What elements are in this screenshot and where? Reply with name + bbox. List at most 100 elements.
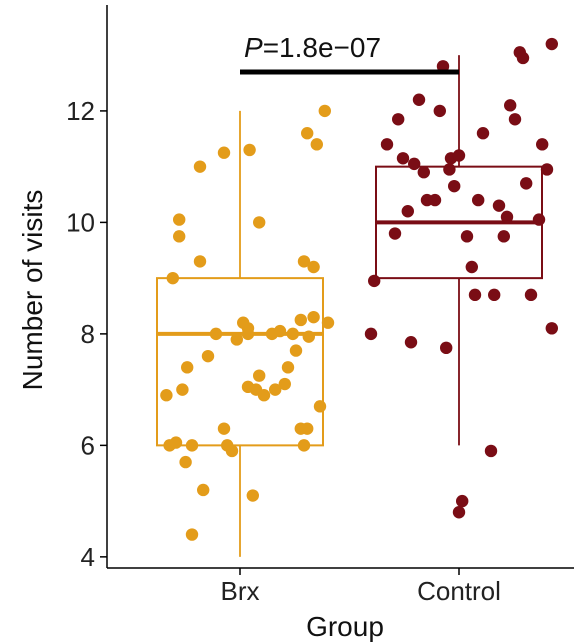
data-point: [476, 127, 490, 140]
data-point: [516, 51, 530, 65]
data-point: [176, 383, 189, 396]
data-point: [452, 149, 466, 162]
data-point: [209, 327, 223, 341]
data-point: [294, 313, 307, 327]
data-point: [173, 213, 186, 226]
y-axis-title: Number of visits: [17, 190, 48, 391]
data-point: [508, 113, 522, 126]
data-point: [396, 152, 410, 165]
data-point: [540, 163, 554, 176]
data-point: [286, 327, 299, 341]
data-point: [193, 255, 207, 268]
data-point: [433, 104, 446, 118]
data-point: [500, 210, 514, 224]
data-point: [504, 99, 517, 112]
data-point: [313, 400, 327, 413]
data-point: [460, 230, 474, 243]
data-point: [468, 288, 482, 302]
data-point: [536, 138, 549, 151]
data-point: [301, 422, 314, 435]
y-tick-label: 12: [66, 96, 95, 126]
data-point: [241, 322, 255, 335]
y-tick-label: 6: [81, 430, 95, 460]
data-point: [302, 330, 315, 343]
plot-area: [106, 5, 574, 569]
data-point: [532, 213, 546, 226]
data-point: [428, 193, 442, 207]
data-point: [246, 489, 259, 502]
data-point: [273, 324, 287, 338]
data-point: [545, 322, 558, 335]
data-point: [408, 157, 421, 171]
data-point: [488, 288, 501, 302]
data-point: [484, 444, 498, 458]
data-point: [253, 369, 266, 382]
data-point: [301, 127, 314, 140]
significance-annotation: P=1.8e−07: [240, 32, 459, 75]
x-axis-title: Group: [306, 611, 384, 642]
data-point: [193, 160, 207, 173]
data-point: [197, 483, 210, 497]
data-point: [524, 288, 538, 302]
data-point: [179, 455, 192, 469]
data-point: [160, 388, 173, 402]
data-point: [321, 316, 335, 329]
data-point: [243, 143, 256, 157]
data-point: [456, 494, 469, 508]
data-point: [520, 177, 533, 190]
data-point: [253, 216, 266, 229]
data-point: [257, 388, 271, 402]
y-tick-label: 8: [81, 319, 95, 349]
data-point: [412, 93, 426, 106]
data-point: [388, 227, 402, 240]
data-point: [404, 336, 418, 349]
data-point: [401, 205, 414, 218]
data-point: [452, 506, 466, 519]
data-point: [307, 310, 320, 324]
x-tick-label: Control: [417, 576, 501, 606]
data-point: [166, 271, 179, 285]
data-point: [269, 383, 282, 396]
data-point: [201, 349, 215, 363]
data-point: [181, 361, 194, 374]
data-point: [278, 377, 291, 391]
data-point: [417, 166, 430, 179]
data-point: [392, 113, 405, 126]
data-point: [281, 361, 295, 374]
data-point: [185, 439, 199, 452]
y-tick-label: 10: [66, 207, 95, 237]
data-point: [436, 60, 450, 73]
data-point: [230, 333, 243, 346]
y-tick-label: 4: [81, 542, 95, 572]
data-point: [497, 230, 510, 243]
x-tick-label: Brx: [221, 576, 260, 606]
data-point: [307, 260, 320, 274]
x-axis-ticks: Brx Control: [221, 568, 501, 606]
box-group-brx: [156, 104, 335, 557]
data-point: [443, 163, 456, 176]
p-value-text: =1.8e−07: [263, 32, 381, 63]
data-point: [310, 138, 323, 151]
data-point: [545, 37, 558, 51]
p-symbol: P: [244, 32, 263, 63]
data-point: [364, 327, 378, 341]
data-point: [217, 146, 231, 159]
data-point: [185, 528, 199, 541]
data-point: [318, 104, 331, 118]
data-point: [368, 274, 381, 288]
data-point: [465, 260, 478, 274]
data-point: [169, 436, 183, 449]
iqr-box: [156, 277, 324, 447]
data-point: [297, 439, 311, 452]
data-point: [173, 230, 186, 243]
data-point: [380, 138, 394, 151]
data-point: [472, 193, 485, 207]
data-point: [440, 341, 453, 355]
data-point: [492, 199, 506, 212]
data-point: [225, 444, 239, 458]
data-point: [297, 255, 311, 268]
y-axis-ticks: 4 6 8 10 12: [66, 96, 107, 572]
box-group-control: [364, 37, 558, 519]
